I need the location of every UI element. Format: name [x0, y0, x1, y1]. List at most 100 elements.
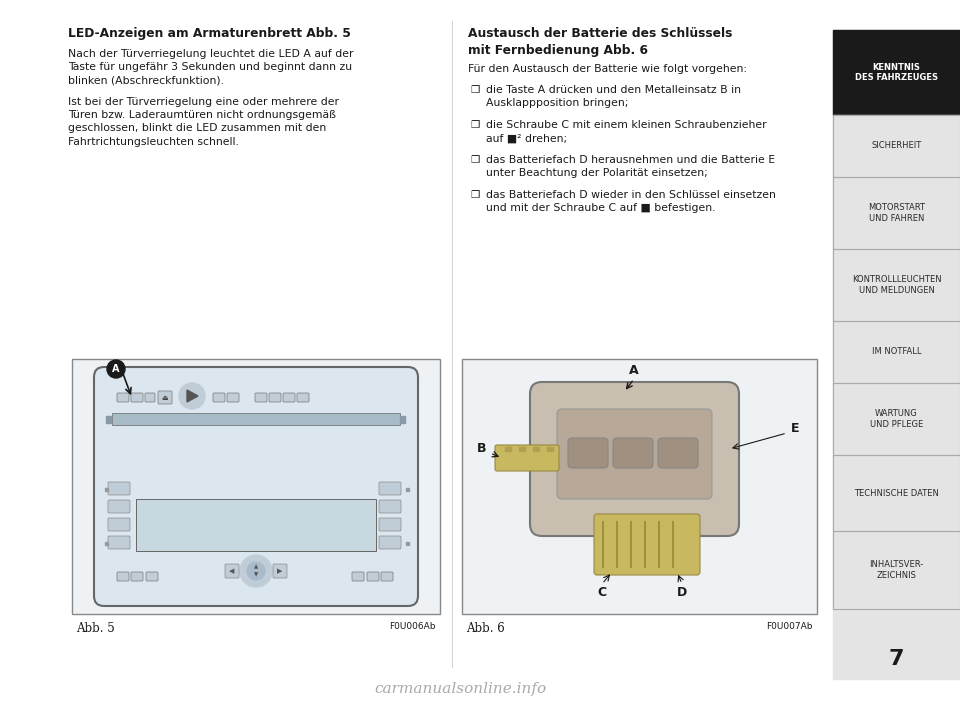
- Text: ⏏: ⏏: [161, 394, 168, 401]
- Text: WARTUNG
UND PFLEGE: WARTUNG UND PFLEGE: [870, 409, 924, 429]
- Bar: [105, 488, 108, 491]
- Bar: [833, 177, 960, 249]
- Text: carmanualsonline.info: carmanualsonline.info: [374, 682, 546, 696]
- Text: ❒: ❒: [470, 120, 479, 130]
- Bar: [833, 455, 960, 531]
- Text: die Schraube C mit einem kleinen Schraubenzieher
auf ■² drehen;: die Schraube C mit einem kleinen Schraub…: [486, 120, 767, 143]
- FancyBboxPatch shape: [379, 500, 401, 513]
- Text: KONTROLLLEUCHTEN
UND MELDUNGEN: KONTROLLLEUCHTEN UND MELDUNGEN: [852, 275, 942, 295]
- Text: Abb. 6: Abb. 6: [466, 622, 505, 635]
- Text: Für den Austausch der Batterie wie folgt vorgehen:: Für den Austausch der Batterie wie folgt…: [468, 64, 747, 74]
- FancyBboxPatch shape: [117, 393, 129, 402]
- FancyBboxPatch shape: [108, 518, 130, 531]
- Bar: [833, 531, 960, 609]
- Circle shape: [240, 555, 272, 587]
- FancyBboxPatch shape: [297, 393, 309, 402]
- FancyBboxPatch shape: [352, 572, 364, 581]
- Bar: [533, 447, 539, 451]
- FancyBboxPatch shape: [269, 393, 281, 402]
- Bar: [833, 383, 960, 455]
- Text: E: E: [791, 423, 800, 435]
- Bar: [406, 488, 409, 491]
- Text: die Taste A drücken und den Metalleinsatz B in
Ausklappposition bringen;: die Taste A drücken und den Metalleinsat…: [486, 85, 741, 108]
- FancyBboxPatch shape: [495, 445, 559, 471]
- FancyBboxPatch shape: [568, 438, 608, 468]
- FancyBboxPatch shape: [131, 393, 143, 402]
- Bar: [406, 542, 409, 545]
- Text: 7: 7: [889, 649, 904, 669]
- Bar: [833, 383, 960, 455]
- Text: mit Fernbedienung Abb. 6: mit Fernbedienung Abb. 6: [468, 44, 648, 57]
- Bar: [833, 30, 960, 679]
- Bar: [833, 115, 960, 177]
- Circle shape: [247, 562, 265, 580]
- FancyBboxPatch shape: [108, 482, 130, 495]
- Text: ❒: ❒: [470, 85, 479, 95]
- Text: C: C: [597, 586, 607, 598]
- Text: D: D: [677, 586, 687, 598]
- Text: SICHERHEIT: SICHERHEIT: [872, 142, 922, 150]
- Bar: [833, 30, 960, 115]
- Text: LED-Anzeigen am Armaturenbrett Abb. 5: LED-Anzeigen am Armaturenbrett Abb. 5: [68, 27, 350, 40]
- Text: das Batteriefach D wieder in den Schlüssel einsetzen
und mit der Schraube C auf : das Batteriefach D wieder in den Schlüss…: [486, 190, 776, 213]
- Text: das Batteriefach D herausnehmen und die Batterie E
unter Beachtung der Polarität: das Batteriefach D herausnehmen und die …: [486, 155, 775, 178]
- Text: B: B: [477, 442, 487, 455]
- FancyBboxPatch shape: [145, 393, 155, 402]
- FancyBboxPatch shape: [117, 572, 129, 581]
- FancyBboxPatch shape: [557, 409, 712, 499]
- Text: F0U007Ab: F0U007Ab: [766, 622, 813, 631]
- FancyBboxPatch shape: [225, 564, 239, 578]
- Bar: [833, 177, 960, 249]
- Bar: [462, 359, 817, 614]
- Polygon shape: [187, 390, 198, 402]
- Text: TECHNISCHE DATEN: TECHNISCHE DATEN: [854, 489, 939, 498]
- Bar: [833, 531, 960, 609]
- Text: A: A: [112, 364, 120, 374]
- FancyBboxPatch shape: [381, 572, 393, 581]
- Text: INHALTSVER-
ZEICHNIS: INHALTSVER- ZEICHNIS: [870, 560, 924, 580]
- FancyBboxPatch shape: [158, 391, 172, 404]
- Bar: [505, 447, 511, 451]
- Bar: [112, 413, 400, 425]
- Bar: [519, 447, 525, 451]
- Text: A: A: [629, 364, 638, 377]
- FancyBboxPatch shape: [213, 393, 225, 402]
- Text: MOTORSTART
UND FAHREN: MOTORSTART UND FAHREN: [868, 203, 925, 223]
- FancyBboxPatch shape: [94, 367, 418, 606]
- FancyBboxPatch shape: [594, 514, 700, 575]
- Text: ❒: ❒: [470, 155, 479, 165]
- FancyBboxPatch shape: [255, 393, 267, 402]
- Text: ❒: ❒: [470, 190, 479, 200]
- Bar: [400, 416, 405, 423]
- FancyBboxPatch shape: [530, 382, 739, 536]
- FancyBboxPatch shape: [273, 564, 287, 578]
- FancyBboxPatch shape: [379, 518, 401, 531]
- FancyBboxPatch shape: [379, 482, 401, 495]
- Bar: [833, 249, 960, 321]
- Text: Nach der Türverriegelung leuchtet die LED A auf der
Taste für ungefähr 3 Sekunde: Nach der Türverriegelung leuchtet die LE…: [68, 49, 353, 85]
- Text: ▶: ▶: [277, 568, 282, 574]
- FancyBboxPatch shape: [146, 572, 158, 581]
- Text: Abb. 5: Abb. 5: [76, 622, 115, 635]
- Text: Austausch der Batterie des Schlüssels: Austausch der Batterie des Schlüssels: [468, 27, 732, 40]
- FancyBboxPatch shape: [658, 438, 698, 468]
- FancyBboxPatch shape: [367, 572, 379, 581]
- Text: Ist bei der Türverriegelung eine oder mehrere der
Türen bzw. Laderaumtüren nicht: Ist bei der Türverriegelung eine oder me…: [68, 97, 339, 147]
- Text: ▲: ▲: [253, 564, 258, 569]
- Bar: [105, 542, 108, 545]
- Bar: [547, 447, 553, 451]
- FancyBboxPatch shape: [613, 438, 653, 468]
- Text: F0U006Ab: F0U006Ab: [390, 622, 436, 631]
- Bar: [72, 359, 440, 614]
- FancyBboxPatch shape: [108, 536, 130, 549]
- Text: ◀: ◀: [229, 568, 234, 574]
- FancyBboxPatch shape: [283, 393, 295, 402]
- Circle shape: [179, 383, 205, 409]
- FancyBboxPatch shape: [379, 536, 401, 549]
- Text: KENNTNIS
DES FAHRZEUGES: KENNTNIS DES FAHRZEUGES: [855, 63, 938, 82]
- FancyBboxPatch shape: [108, 500, 130, 513]
- FancyBboxPatch shape: [131, 572, 143, 581]
- FancyBboxPatch shape: [227, 393, 239, 402]
- Text: IM NOTFALL: IM NOTFALL: [872, 347, 922, 357]
- Text: ▼: ▼: [253, 572, 258, 578]
